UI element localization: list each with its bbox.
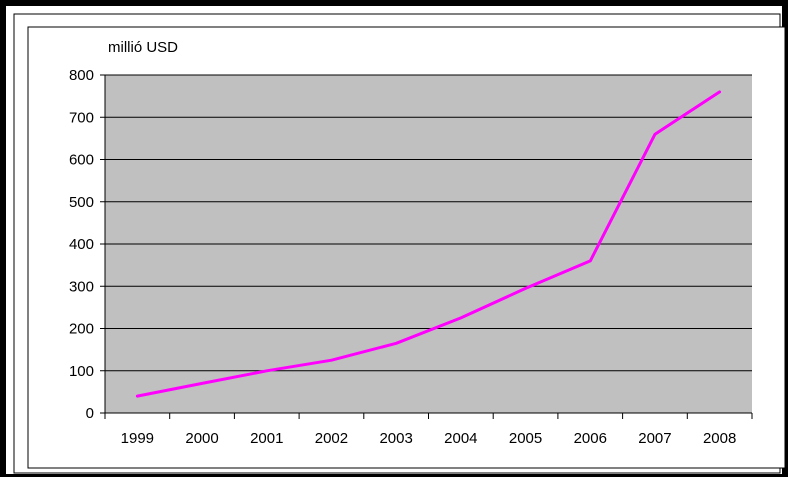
x-tick-label: 2006 (574, 430, 607, 447)
y-tick-label: 600 (69, 152, 94, 169)
x-tick-label: 2000 (185, 430, 218, 447)
x-tick-label: 2002 (315, 430, 348, 447)
series-group (135, 90, 722, 398)
x-tick-label: 1999 (121, 430, 154, 447)
y-tick-label: 100 (69, 363, 94, 380)
x-tick-label: 2003 (379, 430, 412, 447)
series-line (135, 90, 722, 398)
y-tick-label: 0 (86, 405, 94, 422)
y-tick-label: 400 (69, 236, 94, 253)
y-axis-ticks: 0 100 200 300 400 500 600 700 800 (69, 67, 105, 422)
y-tick-label: 500 (69, 194, 94, 211)
x-tick-label: 2001 (250, 430, 283, 447)
x-tick-label: 2007 (638, 430, 671, 447)
x-tick-label: 2004 (444, 430, 477, 447)
y-axis-unit-label: millió USD (108, 39, 178, 56)
x-axis-ticks: 1999 2000 2001 2002 2003 2004 2005 2006 2007 2008 (104, 413, 753, 447)
x-tick-label: 2005 (509, 430, 542, 447)
y-tick-label: 800 (69, 67, 94, 84)
gridlines (105, 74, 752, 372)
y-tick-label: 200 (69, 321, 94, 338)
y-tick-label: 700 (69, 109, 94, 126)
y-tick-label: 300 (69, 278, 94, 295)
x-tick-label: 2008 (703, 430, 736, 447)
